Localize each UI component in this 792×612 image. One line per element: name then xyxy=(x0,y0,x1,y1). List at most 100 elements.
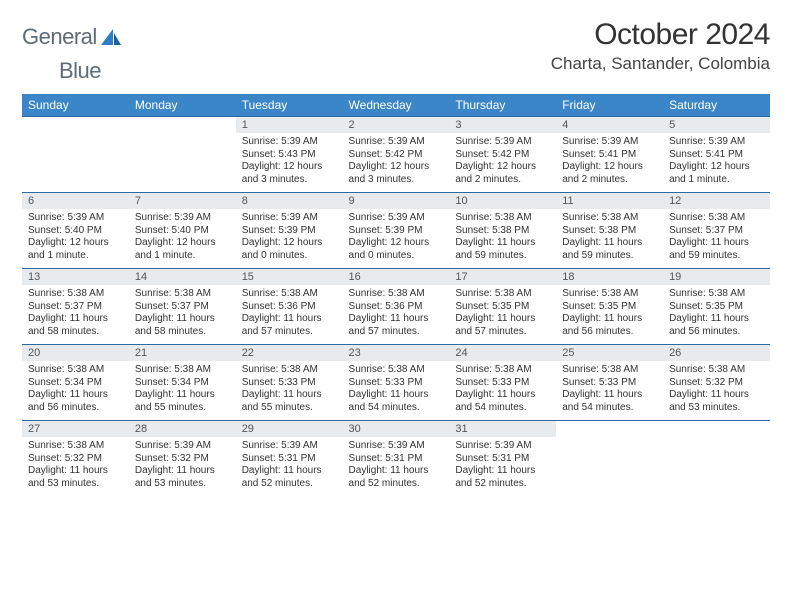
day-number: 15 xyxy=(236,268,343,285)
calendar-cell: 13Sunrise: 5:38 AMSunset: 5:37 PMDayligh… xyxy=(22,268,129,344)
calendar-cell: 28Sunrise: 5:39 AMSunset: 5:32 PMDayligh… xyxy=(129,420,236,496)
day-number xyxy=(22,116,129,133)
day-number: 21 xyxy=(129,344,236,361)
calendar-cell: 9Sunrise: 5:39 AMSunset: 5:39 PMDaylight… xyxy=(343,192,450,268)
sunrise-text: Sunrise: 5:38 AM xyxy=(455,364,550,377)
weekday-header: Monday xyxy=(129,94,236,116)
day-number: 5 xyxy=(663,116,770,133)
day-detail: Sunrise: 5:39 AMSunset: 5:42 PMDaylight:… xyxy=(343,133,450,192)
sunset-text: Sunset: 5:33 PM xyxy=(242,377,337,390)
daylight-text: Daylight: 11 hours and 53 minutes. xyxy=(28,465,123,490)
calendar-row: 1Sunrise: 5:39 AMSunset: 5:43 PMDaylight… xyxy=(22,116,770,192)
sunrise-text: Sunrise: 5:39 AM xyxy=(455,440,550,453)
day-detail: Sunrise: 5:38 AMSunset: 5:37 PMDaylight:… xyxy=(663,209,770,268)
sunrise-text: Sunrise: 5:39 AM xyxy=(562,136,657,149)
day-detail: Sunrise: 5:38 AMSunset: 5:33 PMDaylight:… xyxy=(449,361,556,420)
day-number: 14 xyxy=(129,268,236,285)
calendar-cell: 8Sunrise: 5:39 AMSunset: 5:39 PMDaylight… xyxy=(236,192,343,268)
calendar-cell: 16Sunrise: 5:38 AMSunset: 5:36 PMDayligh… xyxy=(343,268,450,344)
calendar-row: 6Sunrise: 5:39 AMSunset: 5:40 PMDaylight… xyxy=(22,192,770,268)
sunset-text: Sunset: 5:37 PM xyxy=(669,225,764,238)
day-number: 11 xyxy=(556,192,663,209)
sunrise-text: Sunrise: 5:38 AM xyxy=(349,364,444,377)
weekday-header: Sunday xyxy=(22,94,129,116)
calendar-cell: 15Sunrise: 5:38 AMSunset: 5:36 PMDayligh… xyxy=(236,268,343,344)
daylight-text: Daylight: 11 hours and 52 minutes. xyxy=(455,465,550,490)
weekday-row: Sunday Monday Tuesday Wednesday Thursday… xyxy=(22,94,770,116)
sunrise-text: Sunrise: 5:38 AM xyxy=(669,364,764,377)
sunset-text: Sunset: 5:37 PM xyxy=(135,301,230,314)
calendar-cell xyxy=(663,420,770,496)
sunrise-text: Sunrise: 5:38 AM xyxy=(135,288,230,301)
day-detail: Sunrise: 5:38 AMSunset: 5:35 PMDaylight:… xyxy=(663,285,770,344)
sunrise-text: Sunrise: 5:38 AM xyxy=(242,288,337,301)
calendar-cell: 22Sunrise: 5:38 AMSunset: 5:33 PMDayligh… xyxy=(236,344,343,420)
day-detail: Sunrise: 5:38 AMSunset: 5:37 PMDaylight:… xyxy=(22,285,129,344)
day-detail: Sunrise: 5:38 AMSunset: 5:33 PMDaylight:… xyxy=(236,361,343,420)
daylight-text: Daylight: 11 hours and 55 minutes. xyxy=(135,389,230,414)
day-number: 16 xyxy=(343,268,450,285)
sunrise-text: Sunrise: 5:38 AM xyxy=(562,288,657,301)
sunset-text: Sunset: 5:35 PM xyxy=(455,301,550,314)
weekday-header: Friday xyxy=(556,94,663,116)
sunrise-text: Sunrise: 5:39 AM xyxy=(135,440,230,453)
calendar-cell xyxy=(129,116,236,192)
sunrise-text: Sunrise: 5:38 AM xyxy=(349,288,444,301)
day-number: 6 xyxy=(22,192,129,209)
day-detail: Sunrise: 5:39 AMSunset: 5:39 PMDaylight:… xyxy=(343,209,450,268)
weekday-header: Wednesday xyxy=(343,94,450,116)
sunrise-text: Sunrise: 5:38 AM xyxy=(135,364,230,377)
day-detail xyxy=(22,133,129,189)
daylight-text: Daylight: 12 hours and 0 minutes. xyxy=(242,237,337,262)
day-number: 4 xyxy=(556,116,663,133)
day-number: 7 xyxy=(129,192,236,209)
sunrise-text: Sunrise: 5:38 AM xyxy=(669,212,764,225)
sunset-text: Sunset: 5:37 PM xyxy=(28,301,123,314)
day-number: 1 xyxy=(236,116,343,133)
location-label: Charta, Santander, Colombia xyxy=(551,54,770,74)
calendar-cell: 27Sunrise: 5:38 AMSunset: 5:32 PMDayligh… xyxy=(22,420,129,496)
day-detail: Sunrise: 5:38 AMSunset: 5:33 PMDaylight:… xyxy=(556,361,663,420)
calendar-row: 20Sunrise: 5:38 AMSunset: 5:34 PMDayligh… xyxy=(22,344,770,420)
sunset-text: Sunset: 5:34 PM xyxy=(135,377,230,390)
calendar-cell: 14Sunrise: 5:38 AMSunset: 5:37 PMDayligh… xyxy=(129,268,236,344)
day-detail xyxy=(663,437,770,493)
sunrise-text: Sunrise: 5:39 AM xyxy=(455,136,550,149)
sunrise-text: Sunrise: 5:39 AM xyxy=(242,212,337,225)
daylight-text: Daylight: 12 hours and 2 minutes. xyxy=(455,161,550,186)
calendar-cell: 6Sunrise: 5:39 AMSunset: 5:40 PMDaylight… xyxy=(22,192,129,268)
day-number: 2 xyxy=(343,116,450,133)
logo-word2: Blue xyxy=(59,58,101,83)
calendar-cell: 24Sunrise: 5:38 AMSunset: 5:33 PMDayligh… xyxy=(449,344,556,420)
daylight-text: Daylight: 11 hours and 54 minutes. xyxy=(349,389,444,414)
day-detail: Sunrise: 5:39 AMSunset: 5:41 PMDaylight:… xyxy=(663,133,770,192)
day-number: 9 xyxy=(343,192,450,209)
daylight-text: Daylight: 11 hours and 56 minutes. xyxy=(669,313,764,338)
weekday-header: Saturday xyxy=(663,94,770,116)
sunrise-text: Sunrise: 5:38 AM xyxy=(562,364,657,377)
calendar-cell: 23Sunrise: 5:38 AMSunset: 5:33 PMDayligh… xyxy=(343,344,450,420)
calendar-cell: 5Sunrise: 5:39 AMSunset: 5:41 PMDaylight… xyxy=(663,116,770,192)
day-number: 18 xyxy=(556,268,663,285)
day-detail: Sunrise: 5:38 AMSunset: 5:36 PMDaylight:… xyxy=(236,285,343,344)
day-detail: Sunrise: 5:38 AMSunset: 5:38 PMDaylight:… xyxy=(449,209,556,268)
sunset-text: Sunset: 5:41 PM xyxy=(669,149,764,162)
day-detail: Sunrise: 5:38 AMSunset: 5:32 PMDaylight:… xyxy=(663,361,770,420)
sunrise-text: Sunrise: 5:39 AM xyxy=(669,136,764,149)
sunrise-text: Sunrise: 5:39 AM xyxy=(349,440,444,453)
calendar-cell: 31 Sunrise: 5:39 AMSunset: 5:31 PMDayligh… xyxy=(449,420,556,496)
day-detail: Sunrise: 5:39 AMSunset: 5:39 PMDaylight:… xyxy=(236,209,343,268)
sunset-text: Sunset: 5:33 PM xyxy=(349,377,444,390)
sunrise-text: Sunrise: 5:38 AM xyxy=(669,288,764,301)
calendar-cell: 12Sunrise: 5:38 AMSunset: 5:37 PMDayligh… xyxy=(663,192,770,268)
daylight-text: Daylight: 11 hours and 59 minutes. xyxy=(562,237,657,262)
sunset-text: Sunset: 5:31 PM xyxy=(242,453,337,466)
title-block: October 2024 Charta, Santander, Colombia xyxy=(551,18,770,74)
day-number: 31 xyxy=(449,420,556,437)
sunset-text: Sunset: 5:33 PM xyxy=(455,377,550,390)
sunset-text: Sunset: 5:31 PM xyxy=(455,453,550,466)
sail-icon xyxy=(99,27,123,47)
sunset-text: Sunset: 5:38 PM xyxy=(562,225,657,238)
daylight-text: Daylight: 11 hours and 58 minutes. xyxy=(28,313,123,338)
calendar-cell: 4Sunrise: 5:39 AMSunset: 5:41 PMDaylight… xyxy=(556,116,663,192)
